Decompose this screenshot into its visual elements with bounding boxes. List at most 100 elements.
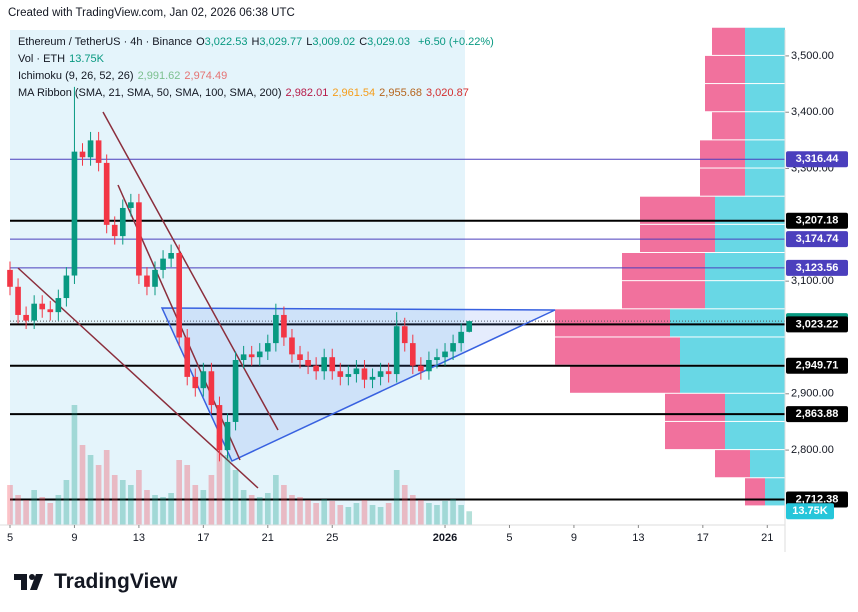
volume-bar (458, 505, 464, 525)
candle-body (442, 351, 448, 358)
candle-body (216, 405, 223, 451)
profile-down (665, 393, 725, 421)
volume-bar (377, 507, 384, 525)
x-tick-label: 9 (571, 532, 577, 544)
ohlc-key: L (306, 36, 313, 48)
indicator-name: Vol · ETH (18, 53, 66, 65)
volume-bar (63, 480, 70, 525)
volume-bar (305, 500, 311, 525)
volume-bar (337, 505, 344, 525)
candle-body (144, 275, 150, 287)
candle-body (200, 371, 207, 389)
volume-bar (216, 435, 223, 525)
volume-label: 13.75K (792, 505, 828, 517)
profile-down (715, 450, 750, 478)
candle-body (192, 376, 199, 389)
volume-bar (152, 495, 158, 525)
profile-up (705, 253, 785, 281)
profile-up (745, 140, 785, 168)
volume-bar (95, 465, 102, 525)
candles (7, 86, 473, 462)
profile-up (745, 84, 785, 112)
x-tick-label: 13 (133, 532, 145, 544)
volume-bar (361, 500, 368, 525)
indicator-row: Ichimoku (9, 26, 52, 26) 2,991.62 2,974.49 (18, 70, 231, 82)
candle-body (426, 360, 432, 372)
candle-body (248, 354, 255, 358)
logo-text: TradingView (54, 570, 178, 593)
indicator-value: 2,991.62 (137, 70, 181, 82)
ohlc-value: 3,029.77 (259, 36, 303, 48)
x-tick-label: 2026 (433, 532, 457, 544)
profile-up (680, 365, 785, 393)
profile-down (700, 168, 745, 196)
volume-bar (168, 493, 174, 525)
indicator-name: MA Ribbon (SMA, 21, SMA, 50, SMA, 100, S… (18, 87, 282, 99)
volume-bar (273, 475, 279, 525)
volume-bar (39, 497, 46, 525)
profile-down (705, 84, 745, 112)
profile-up (670, 309, 785, 337)
volume-bar (208, 475, 215, 525)
candle-body (152, 269, 158, 287)
level-label: 3,316.44 (796, 153, 840, 165)
candle-body (313, 365, 319, 372)
profile-up (765, 478, 785, 506)
volume-profile (555, 27, 785, 506)
volume-bar (321, 499, 328, 525)
candle-body (232, 360, 239, 422)
profile-down (640, 196, 715, 224)
profile-down (640, 224, 715, 253)
volume-bar (345, 507, 352, 525)
candle-body (418, 365, 424, 372)
candle-body (63, 275, 70, 299)
candle-body (55, 298, 62, 313)
candle-body (409, 343, 416, 366)
y-tick-label: 3,500.00 (791, 50, 834, 62)
volume-bar (31, 490, 37, 525)
x-tick-label: 17 (697, 532, 709, 544)
candle-body (369, 376, 376, 380)
volume-bar (297, 497, 303, 525)
profile-down (622, 253, 705, 281)
volume-bar (128, 485, 134, 525)
volume-bar (426, 503, 432, 525)
candle-body (329, 357, 336, 372)
volume-bar (119, 480, 126, 525)
candle-body (47, 309, 54, 313)
volume-bar (23, 500, 29, 525)
candle-body (7, 269, 13, 287)
ohlc-value: 3,022.53 (204, 36, 248, 48)
candle-body (224, 421, 231, 451)
volume-bar (47, 503, 54, 525)
volume-bar (144, 490, 150, 525)
candle-body (345, 374, 352, 377)
y-tick-label: 3,100.00 (791, 275, 834, 287)
candle-body (79, 151, 86, 158)
volume-bars (7, 405, 473, 525)
candle-body (95, 140, 102, 163)
volume-bar (87, 455, 94, 525)
candle-body (31, 303, 37, 321)
symbol-line: Ethereum / TetherUS · 4h · Binance O3,022… (18, 36, 498, 48)
change: +6.50 (+0.22%) (417, 36, 494, 48)
volume-bar (385, 503, 392, 525)
profile-down (700, 140, 745, 168)
candle-body (87, 140, 94, 158)
candle-body (160, 258, 166, 270)
price-axis (785, 30, 858, 525)
profile-down (712, 112, 745, 140)
volume-bar (434, 505, 440, 525)
level-label: 2,712.38 (796, 493, 839, 505)
volume-bar (103, 450, 110, 525)
highlight-region (10, 30, 465, 525)
candle-body (136, 202, 142, 276)
profile-up (725, 393, 785, 421)
candle-body (305, 360, 311, 366)
profile-down (745, 478, 765, 506)
candle-body (168, 253, 174, 259)
profile-down (622, 281, 705, 309)
level-label-bg (786, 316, 848, 333)
indicator-value: 2,974.49 (184, 70, 228, 82)
